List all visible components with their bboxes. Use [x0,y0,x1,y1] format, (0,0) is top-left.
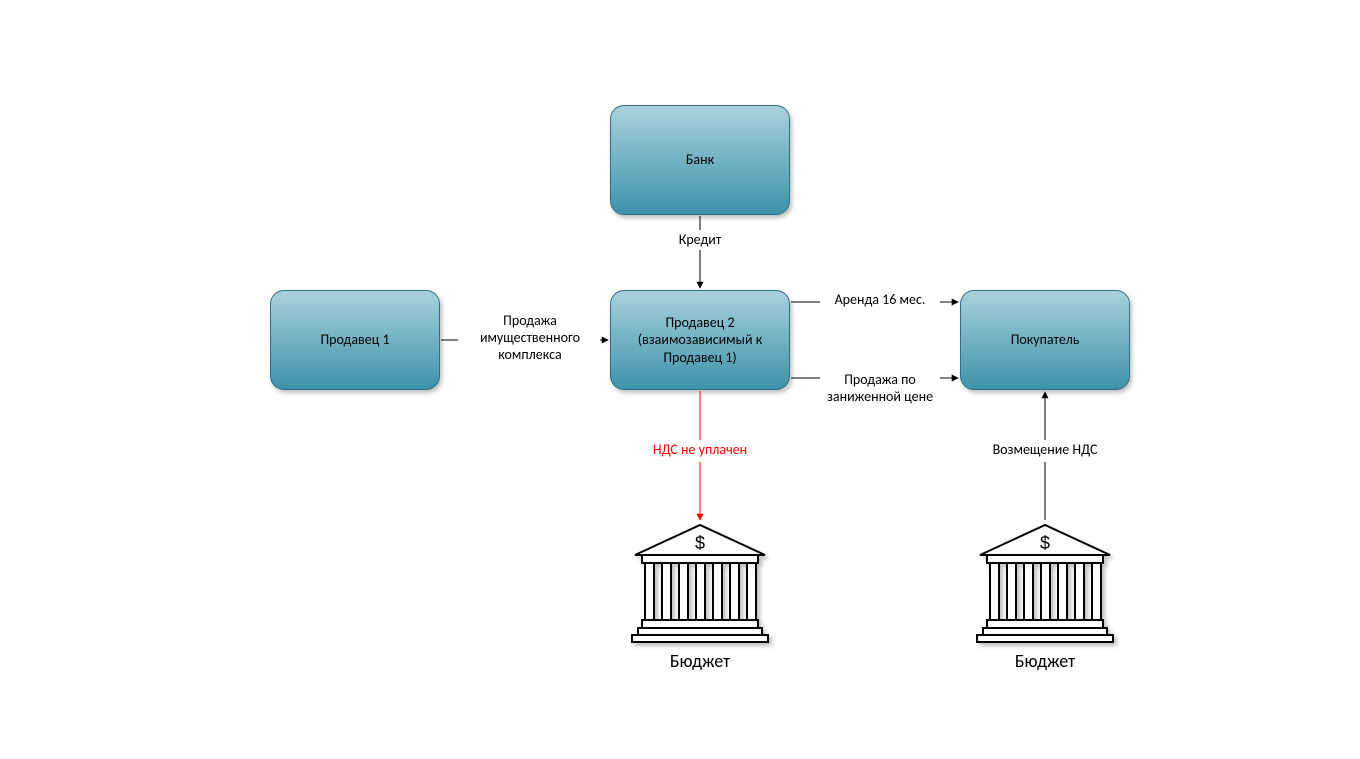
edge-label-sale-complex: Продажа имущественного комплекса [455,313,605,363]
edge-label-sale-low: Продажа по заниженной цене [815,372,945,406]
node-bank: Банк [610,105,790,215]
building-budget1: $ [632,525,768,642]
node-seller2: Продавец 2 (взаимозависимый к Продавец 1… [610,290,790,390]
node-seller1-label: Продавец 1 [320,331,389,349]
node-seller1: Продавец 1 [270,290,440,390]
edge-label-rent: Аренда 16 мес. [815,292,945,309]
edge-label-vat-unpaid: НДС не уплачен [630,442,770,459]
svg-text:$: $ [695,533,705,553]
node-bank-label: Банк [686,151,714,169]
building-budget1-label: Бюджет [640,650,760,672]
building-budget2-label: Бюджет [985,650,1105,672]
building-budget2: $ [977,525,1113,642]
node-buyer: Покупатель [960,290,1130,390]
diagram-canvas: Банк Продавец 1 Продавец 2 (взаимозависи… [0,0,1360,759]
edge-label-credit: Кредит [650,232,750,249]
svg-text:$: $ [1040,533,1050,553]
node-seller2-label: Продавец 2 (взаимозависимый к Продавец 1… [619,314,781,367]
edge-label-vat-refund: Возмещение НДС [970,442,1120,459]
node-buyer-label: Покупатель [1011,331,1080,349]
